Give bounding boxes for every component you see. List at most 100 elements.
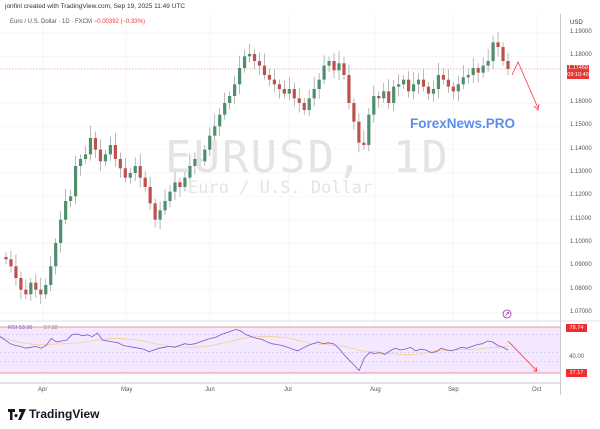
time-tick: Jul (284, 387, 292, 393)
candle-up (158, 210, 162, 220)
bar-countdown: 09:10:40 (567, 72, 589, 78)
candle-down (292, 88, 296, 99)
rsi-value: 53.06 (18, 325, 33, 331)
candle-up (78, 158, 83, 166)
candle-up (183, 177, 187, 187)
candle-down (302, 102, 306, 110)
candle-down (24, 289, 28, 295)
candle-down (262, 65, 267, 75)
candle-down (178, 182, 182, 187)
candle-down (496, 42, 500, 47)
price-tick: 1.11000 (570, 215, 592, 222)
price-tick: 1.19000 (570, 29, 592, 35)
candle-down (267, 74, 272, 80)
last-price-tag: 1.17459 09:10:40 (567, 65, 589, 79)
replay-icon (502, 309, 512, 319)
candle-up (322, 65, 326, 80)
forecast-arrow (511, 61, 539, 109)
price-tick: 1.15000 (570, 122, 592, 129)
rsi-band (0, 327, 560, 373)
candle-up (193, 158, 197, 166)
candle-down (506, 60, 510, 69)
candle-up (337, 63, 341, 71)
candle-up (44, 284, 48, 295)
candle-up (228, 95, 232, 103)
candle-up (29, 282, 33, 295)
candle-down (387, 91, 391, 103)
candle-up (103, 154, 108, 162)
currency-label: USD (570, 20, 583, 26)
candle-down (198, 158, 202, 162)
candle-down (347, 74, 351, 103)
candle-down (34, 282, 38, 290)
candle-up (471, 67, 475, 75)
candle-up (307, 98, 311, 110)
candle-down (272, 79, 276, 85)
candle-down (377, 95, 381, 99)
rsi-mid-label: 40.00 (569, 354, 585, 360)
symbol-legend: Euro / U.S. Dollar · 1D · FXCM −0.00392 … (10, 19, 145, 25)
candle-down (257, 60, 262, 66)
candle-up (73, 165, 78, 197)
candle-up (238, 67, 242, 85)
candle-up (416, 79, 421, 85)
candle-down (39, 289, 43, 295)
forexnews-overlay: ForexNews.PRO (410, 116, 516, 131)
candle-up (59, 219, 63, 243)
candle-down (332, 60, 336, 71)
candle-up (247, 53, 252, 57)
price-change: −0.00392 (−0.33%) (93, 19, 146, 25)
candle-up (327, 60, 331, 66)
candle-up (431, 88, 436, 94)
candle-up (233, 84, 237, 96)
candle-down (501, 46, 505, 61)
candle-up (83, 154, 88, 159)
candle-up (317, 79, 321, 89)
candle-down (451, 86, 455, 92)
arrow-head-icon (533, 103, 540, 111)
symbol-description: Euro / U.S. Dollar · 1D · FXCM (10, 19, 93, 25)
arrow-head-icon (533, 366, 538, 372)
rsi-ma-line (0, 335, 509, 356)
candle-down (282, 88, 286, 94)
candle-up (128, 172, 132, 178)
candle-down (277, 84, 281, 89)
candle-up (64, 200, 68, 220)
candle-down (98, 149, 103, 162)
candle-up (163, 200, 167, 211)
candle-up (203, 149, 207, 162)
candle-up (411, 84, 416, 92)
price-tick: 1.14000 (570, 145, 592, 152)
time-tick: May (121, 387, 133, 393)
time-tick: Aug (370, 387, 381, 393)
candle-up (287, 88, 291, 94)
tradingview-wordmark: TradingView (29, 407, 100, 421)
candle-up (108, 144, 112, 155)
candle-up (49, 266, 53, 285)
candle-down (352, 102, 356, 122)
candle-up (188, 165, 192, 178)
candle-up (213, 126, 217, 136)
candle-up (88, 137, 93, 155)
candle-up (486, 60, 490, 66)
candle-up (173, 182, 177, 192)
candle-up (481, 65, 485, 73)
candle-up (367, 114, 371, 145)
price-tick: 1.13000 (570, 168, 592, 175)
candle-up (218, 114, 222, 127)
candle-down (9, 259, 13, 267)
candle-up (208, 135, 212, 150)
candle-down (113, 144, 117, 159)
rsi-legend: RSI 53.06 ⋯ 57.92 (8, 325, 58, 331)
rsi-lower-tag: 27.17 (566, 369, 587, 377)
arrow-icon (505, 312, 509, 316)
candle-up (436, 74, 441, 89)
candle-up (372, 95, 376, 115)
candle-down (421, 79, 426, 87)
candle-down (252, 53, 257, 61)
rsi-forecast-arrow (507, 340, 538, 372)
candle-down (297, 98, 301, 103)
candle-down (143, 177, 147, 187)
tradingview-logo[interactable]: TradingView (8, 407, 99, 421)
